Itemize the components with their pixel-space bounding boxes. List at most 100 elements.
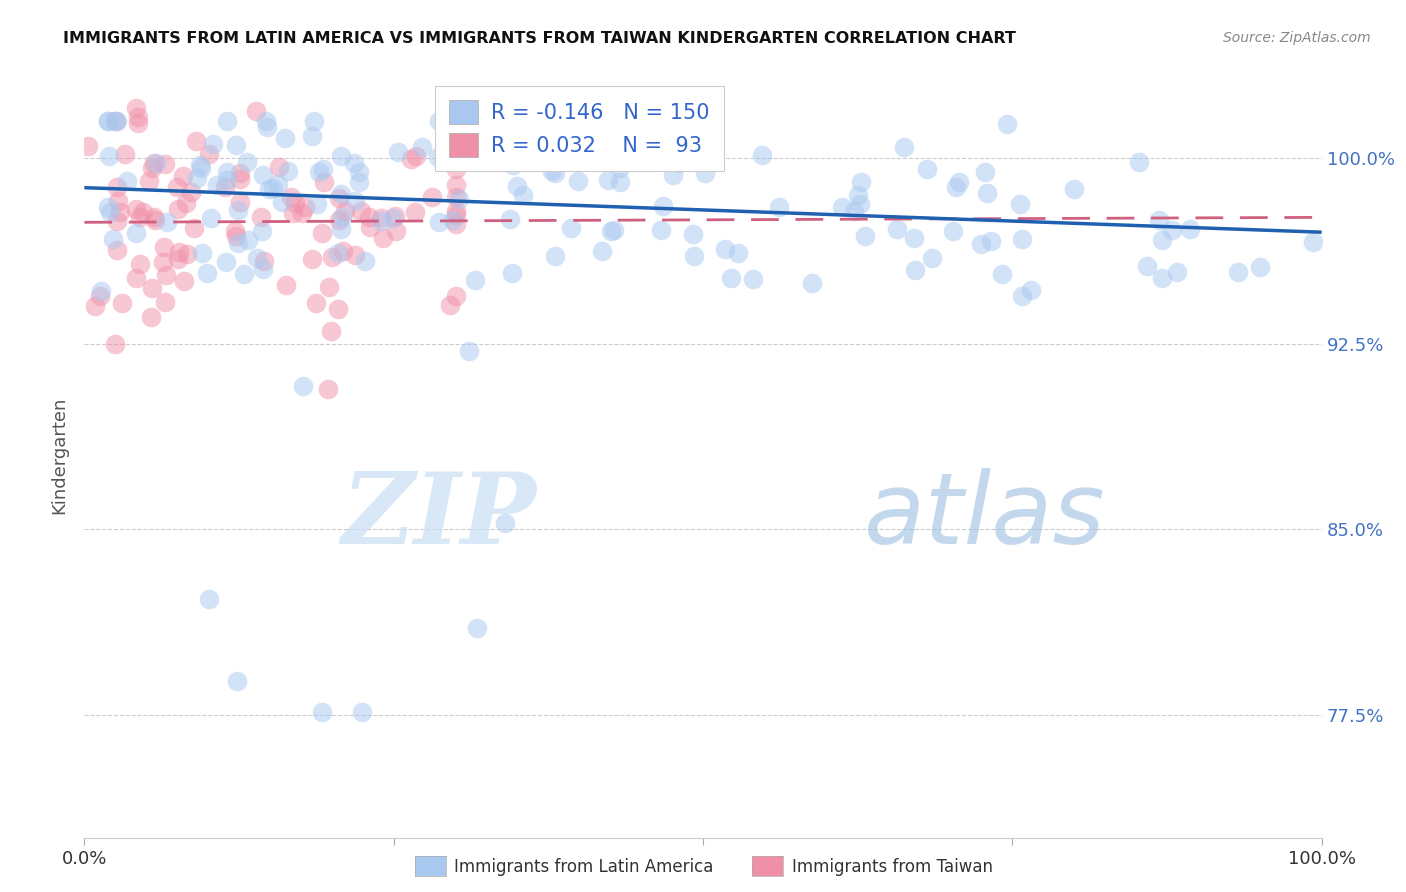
Point: [96, 200, 118, 214]
Point: [370, 214, 392, 228]
Point: [318, 382, 340, 396]
Point: [129, 211, 152, 225]
Point: [245, 104, 267, 119]
Point: [329, 186, 352, 201]
Point: [904, 263, 927, 277]
Y-axis label: Kindergarten: Kindergarten: [51, 396, 69, 514]
Point: [77, 139, 100, 153]
Point: [1150, 271, 1173, 285]
Point: [281, 206, 304, 220]
Point: [215, 254, 238, 268]
Point: [125, 226, 148, 240]
Point: [270, 194, 292, 209]
Point: [457, 343, 479, 358]
Point: [226, 236, 249, 251]
Text: Immigrants from Taiwan: Immigrants from Taiwan: [792, 858, 993, 876]
Point: [662, 169, 685, 183]
Point: [444, 190, 467, 204]
Point: [153, 157, 176, 171]
Point: [544, 166, 567, 180]
Point: [569, 113, 592, 128]
Point: [186, 171, 208, 186]
Point: [269, 161, 291, 175]
Point: [253, 254, 276, 268]
Point: [768, 201, 790, 215]
Point: [544, 249, 567, 263]
Point: [1019, 283, 1042, 297]
Point: [274, 277, 297, 292]
Point: [609, 175, 631, 189]
Point: [1166, 265, 1188, 279]
Point: [512, 188, 534, 202]
Text: Source: ZipAtlas.com: Source: ZipAtlas.com: [1223, 31, 1371, 45]
Point: [404, 205, 426, 219]
Point: [156, 215, 179, 229]
Point: [172, 169, 194, 183]
Point: [714, 242, 737, 256]
Point: [141, 281, 163, 295]
Point: [152, 240, 174, 254]
Point: [141, 310, 163, 324]
Point: [301, 252, 323, 266]
Point: [849, 197, 872, 211]
Point: [236, 155, 259, 169]
Point: [105, 243, 128, 257]
Point: [311, 706, 333, 720]
Point: [893, 140, 915, 154]
Point: [328, 302, 350, 317]
Point: [254, 113, 277, 128]
Point: [1128, 155, 1150, 169]
Point: [609, 161, 631, 175]
Point: [114, 147, 136, 161]
Point: [312, 161, 335, 176]
Point: [155, 268, 177, 282]
Point: [373, 231, 395, 245]
Point: [198, 591, 221, 606]
Point: [328, 245, 350, 260]
Point: [107, 194, 129, 208]
Point: [225, 138, 247, 153]
Point: [501, 266, 523, 280]
Point: [405, 149, 427, 163]
Point: [976, 186, 998, 200]
Point: [506, 178, 529, 193]
Point: [831, 200, 853, 214]
Point: [257, 182, 280, 196]
Point: [166, 179, 188, 194]
Point: [143, 213, 166, 227]
Point: [1302, 235, 1324, 250]
Point: [429, 113, 451, 128]
Point: [693, 166, 716, 180]
Text: IMMIGRANTS FROM LATIN AMERICA VS IMMIGRANTS FROM TAIWAN KINDERGARTEN CORRELATION: IMMIGRANTS FROM LATIN AMERICA VS IMMIGRA…: [63, 31, 1017, 46]
Point: [228, 166, 250, 180]
Point: [97, 113, 120, 128]
Point: [354, 253, 377, 268]
Point: [1011, 289, 1033, 303]
Point: [97, 113, 120, 128]
Point: [176, 247, 198, 261]
Point: [352, 706, 374, 720]
Point: [262, 180, 284, 194]
Point: [444, 161, 467, 176]
Point: [152, 254, 174, 268]
Legend: R = -0.146   N = 150, R = 0.032    N =  93: R = -0.146 N = 150, R = 0.032 N = 93: [434, 86, 724, 171]
Point: [191, 245, 214, 260]
Point: [98, 205, 121, 219]
Point: [668, 156, 690, 170]
Point: [143, 156, 166, 170]
Point: [1178, 221, 1201, 235]
Point: [228, 202, 250, 217]
Point: [319, 324, 342, 338]
Point: [382, 211, 405, 226]
Point: [650, 223, 672, 237]
Point: [600, 224, 623, 238]
Point: [991, 267, 1014, 281]
Point: [343, 248, 366, 262]
Point: [225, 673, 247, 688]
Point: [328, 191, 350, 205]
Point: [1249, 260, 1271, 275]
Point: [195, 266, 218, 280]
Point: [720, 271, 742, 285]
Point: [1008, 197, 1031, 211]
Point: [301, 129, 323, 144]
